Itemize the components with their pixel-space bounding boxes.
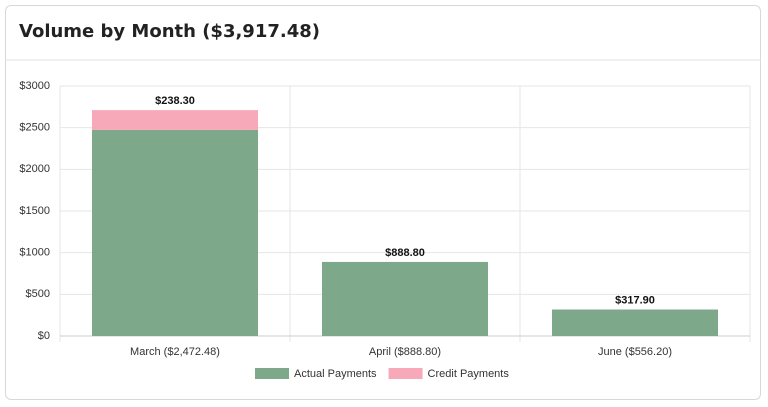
value-label: $317.90 — [615, 294, 655, 306]
y-tick-label: $2000 — [19, 163, 50, 175]
legend-label: Credit Payments — [428, 368, 510, 380]
y-tick-label: $3000 — [19, 80, 50, 92]
y-tick-label: $1000 — [19, 247, 50, 259]
bar-segment — [92, 110, 258, 130]
y-tick-label: $500 — [26, 288, 50, 300]
y-tick-label: $0 — [38, 330, 50, 342]
card — [5, 5, 761, 400]
legend-label: Actual Payments — [294, 368, 377, 380]
bar-segment — [322, 261, 488, 336]
value-label: $238.30 — [155, 95, 195, 107]
bar-segment — [552, 309, 718, 336]
x-tick-label: June ($556.20) — [598, 346, 672, 358]
x-tick-label: March ($2,472.48) — [130, 346, 220, 358]
legend-swatch — [255, 368, 289, 379]
value-label: $888.80 — [385, 247, 425, 259]
bar-segment — [92, 129, 258, 336]
y-tick-label: $2500 — [19, 122, 50, 134]
chart-title: Volume by Month ($3,917.48) — [19, 21, 320, 42]
x-tick-label: April ($888.80) — [369, 346, 441, 358]
legend-swatch — [388, 368, 423, 379]
y-tick-label: $1500 — [19, 205, 50, 217]
